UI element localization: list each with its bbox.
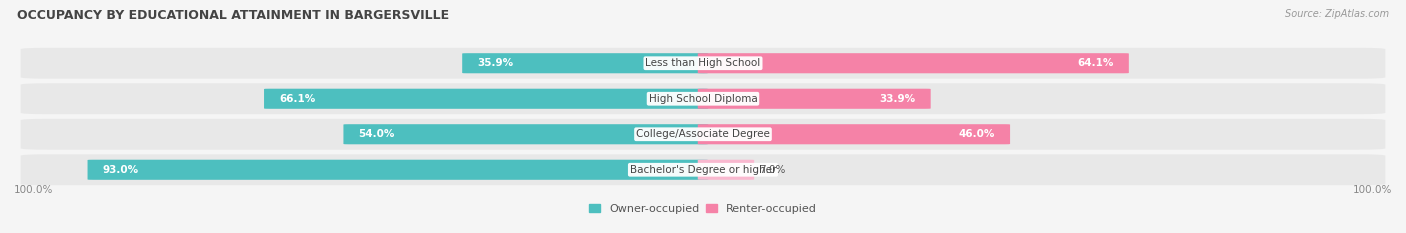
FancyBboxPatch shape bbox=[343, 124, 709, 144]
Text: 7.0%: 7.0% bbox=[759, 165, 785, 175]
Text: OCCUPANCY BY EDUCATIONAL ATTAINMENT IN BARGERSVILLE: OCCUPANCY BY EDUCATIONAL ATTAINMENT IN B… bbox=[17, 9, 449, 22]
FancyBboxPatch shape bbox=[697, 89, 931, 109]
Text: Source: ZipAtlas.com: Source: ZipAtlas.com bbox=[1285, 9, 1389, 19]
FancyBboxPatch shape bbox=[21, 154, 1385, 185]
Text: College/Associate Degree: College/Associate Degree bbox=[636, 129, 770, 139]
Text: 93.0%: 93.0% bbox=[103, 165, 139, 175]
Text: 64.1%: 64.1% bbox=[1077, 58, 1114, 68]
Text: 54.0%: 54.0% bbox=[359, 129, 395, 139]
Text: Bachelor's Degree or higher: Bachelor's Degree or higher bbox=[630, 165, 776, 175]
Text: 66.1%: 66.1% bbox=[280, 94, 315, 104]
Text: 100.0%: 100.0% bbox=[14, 185, 53, 195]
FancyBboxPatch shape bbox=[21, 48, 1385, 79]
FancyBboxPatch shape bbox=[87, 160, 709, 180]
FancyBboxPatch shape bbox=[697, 53, 1129, 73]
FancyBboxPatch shape bbox=[463, 53, 709, 73]
Legend: Owner-occupied, Renter-occupied: Owner-occupied, Renter-occupied bbox=[585, 199, 821, 218]
Text: 46.0%: 46.0% bbox=[959, 129, 995, 139]
FancyBboxPatch shape bbox=[264, 89, 709, 109]
Text: Less than High School: Less than High School bbox=[645, 58, 761, 68]
Text: 33.9%: 33.9% bbox=[880, 94, 915, 104]
Text: High School Diploma: High School Diploma bbox=[648, 94, 758, 104]
FancyBboxPatch shape bbox=[21, 119, 1385, 150]
Text: 35.9%: 35.9% bbox=[477, 58, 513, 68]
Text: 100.0%: 100.0% bbox=[1353, 185, 1392, 195]
FancyBboxPatch shape bbox=[697, 160, 754, 180]
FancyBboxPatch shape bbox=[21, 83, 1385, 114]
FancyBboxPatch shape bbox=[697, 124, 1010, 144]
